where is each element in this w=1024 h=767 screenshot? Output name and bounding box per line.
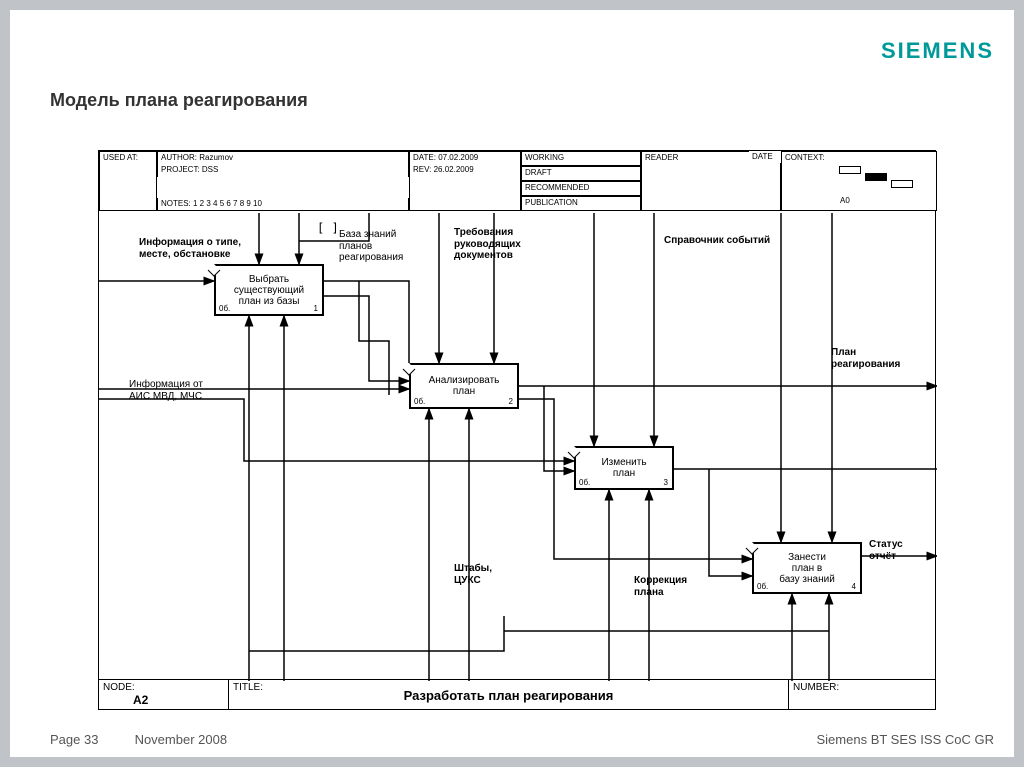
hdr-recommended: RECOMMENDED bbox=[521, 181, 641, 196]
idef-box-seq: 4 bbox=[852, 582, 856, 591]
footer-date: November 2008 bbox=[135, 732, 228, 747]
hdr-rev: REV: 26.02.2009 bbox=[409, 164, 521, 211]
hdr-notes: NOTES: 1 2 3 4 5 6 7 8 9 10 bbox=[157, 198, 409, 211]
idef-box-label: Изменитьплан bbox=[578, 457, 670, 479]
hdr-project: PROJECT: DSS bbox=[157, 164, 409, 177]
diagram-label-5: Планреагирования bbox=[831, 347, 900, 370]
idef-box-seq: 3 bbox=[664, 478, 668, 487]
idef-box-seq: 2 bbox=[509, 397, 513, 406]
hdr-date: DATE: 07.02.2009 bbox=[409, 151, 521, 164]
idef-box-num: 0б. bbox=[219, 304, 230, 313]
diagram-footer: NODE: A2 TITLE: Разработать план реагиро… bbox=[99, 679, 935, 709]
idef-box-seq: 1 bbox=[314, 304, 318, 313]
hdr-working: WORKING bbox=[521, 151, 641, 166]
hdr-draft: DRAFT bbox=[521, 166, 641, 181]
hdr-author: AUTHOR: Razumov bbox=[157, 151, 409, 164]
idef-box-b4: Занестиплан вбазу знаний0б. 4 bbox=[752, 542, 862, 594]
footer-page: Page 33 bbox=[50, 732, 98, 747]
idef-box-b1: Выбратьсуществующийплан из базы0б. 1 bbox=[214, 264, 324, 316]
number-label: NUMBER: bbox=[793, 682, 839, 693]
idef-box-label: Занестиплан вбазу знаний bbox=[756, 552, 858, 585]
slide-footer-right: Siemens BT SES ISS CoC GR bbox=[817, 732, 995, 747]
idef-box-num: 0б. bbox=[579, 478, 590, 487]
diagram-label-7: Штабы,ЦУКС bbox=[454, 563, 492, 586]
diagram-label-1: База знанийплановреагирования bbox=[339, 229, 403, 264]
idef-box-b2: Анализироватьплан0б. 2 bbox=[409, 363, 519, 409]
diagram-label-0: Информация о типе,месте, обстановке bbox=[139, 237, 241, 260]
diagram-label-8: Коррекцияплана bbox=[634, 575, 687, 598]
idef-corner-mark bbox=[403, 363, 416, 376]
idef-box-b3: Изменитьплан0б. 3 bbox=[574, 446, 674, 490]
slide-footer-left: Page 33 November 2008 bbox=[50, 732, 227, 747]
slide-title: Модель плана реагирования bbox=[50, 90, 308, 111]
idef-box-label: Анализироватьплан bbox=[413, 375, 515, 397]
hdr-reader-date: DATE bbox=[749, 151, 781, 163]
hdr-context: CONTEXT: bbox=[781, 151, 937, 211]
title-value: Разработать план реагирования bbox=[404, 688, 614, 703]
hdr-used-at: USED AT: bbox=[99, 151, 157, 211]
bracket-icon: [ ] bbox=[317, 221, 339, 235]
diagram-label-6: Статусотчёт bbox=[869, 539, 903, 562]
idef-box-num: 0б. bbox=[757, 582, 768, 591]
context-box-2 bbox=[865, 173, 887, 181]
diagram-label-4: Информация отАИС МВД, МЧС bbox=[129, 379, 203, 402]
diagram-label-2: Требованияруководящихдокументов bbox=[454, 227, 521, 262]
hdr-publication: PUBLICATION bbox=[521, 196, 641, 211]
idef-box-label: Выбратьсуществующийплан из базы bbox=[218, 274, 320, 307]
node-value: A2 bbox=[133, 693, 148, 707]
hdr-context-node: A0 bbox=[837, 195, 857, 207]
brand-logo: SIEMENS bbox=[881, 38, 994, 64]
slide-container: SIEMENS Модель плана реагирования USED A… bbox=[10, 10, 1014, 757]
title-label: TITLE: bbox=[233, 682, 263, 693]
node-label: NODE: bbox=[103, 682, 135, 693]
idef0-diagram: USED AT: AUTHOR: Razumov PROJECT: DSS NO… bbox=[98, 150, 936, 710]
idef-box-num: 0б. bbox=[414, 397, 425, 406]
diagram-label-3: Справочник событий bbox=[664, 235, 770, 247]
context-box-3 bbox=[891, 180, 913, 188]
context-box-1 bbox=[839, 166, 861, 174]
